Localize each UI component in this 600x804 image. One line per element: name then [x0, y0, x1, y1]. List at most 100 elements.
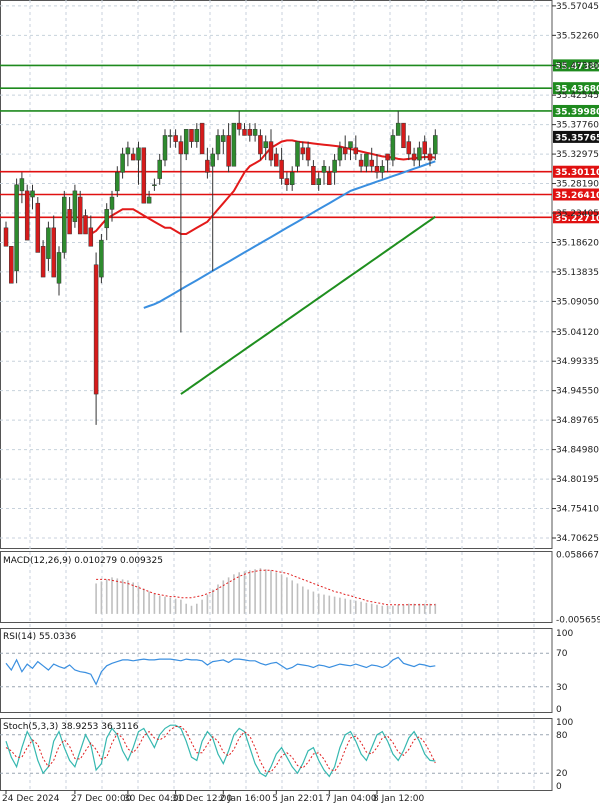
bear-candle [178, 141, 184, 155]
bull-candle [115, 172, 120, 192]
resistance-level-badge [553, 59, 599, 72]
resistance-level-label: 35.47380 [555, 62, 600, 72]
bull-candle [109, 196, 115, 210]
support-level-label: 35.22710 [555, 214, 600, 224]
price-tick-label: 34.84980 [556, 446, 599, 456]
bear-candle [88, 227, 94, 247]
bear-candle [342, 147, 348, 155]
time-tick-label: 27 Dec 00:00 [71, 794, 132, 804]
bull-candle [136, 147, 141, 161]
bull-candle [215, 135, 221, 155]
bear-candle [236, 122, 242, 130]
price-axis: 35.57045 35.52260 35.47380 35.42545 35.37760… [552, 2, 599, 544]
bear-candle [369, 159, 374, 167]
time-tick-label: 24 Dec 2024 [2, 794, 60, 804]
macd-tick-label: 0.058667 [556, 551, 599, 561]
current-price-label: 35.35765 [555, 133, 600, 143]
resistance-level-label: 35.39980 [555, 107, 600, 117]
price-tick-label: 34.80195 [556, 475, 599, 485]
level-layer [0, 64, 552, 219]
stoch-panel: 100 80 20 0 [0, 718, 573, 792]
price-tick-label: 35.23405 [556, 209, 599, 219]
price-tick-label: 34.70625 [556, 534, 599, 544]
bull-candle [152, 184, 157, 186]
rsi-tick-label: 70 [556, 649, 568, 659]
price-tick-label: 35.47380 [556, 61, 599, 71]
bull-candle [321, 165, 327, 173]
price-tick-label: 34.89765 [556, 416, 599, 426]
rsi-tick-label: 100 [556, 629, 573, 639]
stoch-k-line [5, 724, 436, 778]
bull-candle [125, 147, 131, 155]
bear-candle [40, 246, 46, 278]
bear-candle [83, 215, 88, 235]
bear-candle [9, 246, 14, 284]
bull-candle [46, 227, 51, 259]
stoch-title: Stoch(5,3,3) 38.9253 36.3116 [3, 722, 139, 732]
bear-candle [284, 178, 290, 185]
macd-panel: 0.058667 -0.005659 [95, 551, 600, 625]
bull-candle [348, 141, 353, 149]
price-tick-label: 35.04120 [556, 328, 599, 338]
macd-title: MACD(12,26,9) 0.010279 0.009325 [3, 556, 163, 566]
price-badge-layer: 35.47380 35.43680 35.39980 35.30110 35.26410… [553, 59, 600, 224]
bear-candle [199, 122, 205, 155]
moving-average-layer [90, 139, 436, 395]
bear-candle [358, 159, 364, 167]
bull-candle [433, 135, 438, 155]
bear-candle [35, 202, 41, 253]
panel-frame [0, 628, 553, 713]
bull-candle [14, 184, 19, 272]
bear-candle [385, 153, 390, 161]
bear-candle [401, 122, 406, 149]
time-tick-label: 30 Dec 04:00 [124, 794, 185, 804]
bull-candle [221, 135, 226, 142]
bull-candle [19, 178, 25, 192]
price-tick-label: 35.09050 [556, 297, 599, 307]
time-tick-label: 2 Jan 16:00 [219, 794, 271, 804]
price-tick-label: 35.52260 [556, 31, 599, 41]
bear-candle [67, 209, 72, 235]
price-tick-label: 35.57045 [556, 2, 599, 12]
bull-candle [380, 165, 385, 173]
bear-candle [411, 153, 417, 161]
macd-signal-line [96, 569, 436, 606]
current-price-badge [553, 130, 599, 143]
bear-candle [130, 153, 136, 161]
time-tick-label: 8 Jan 12:00 [373, 794, 425, 804]
support-level-badge [553, 188, 599, 201]
bear-candle [242, 129, 247, 136]
resistance-level-label: 35.43680 [555, 85, 600, 95]
bull-candle [99, 239, 104, 278]
bull-candle [390, 135, 396, 161]
bear-candle [374, 165, 380, 173]
rsi-panel: 100 70 30 0 [0, 629, 573, 715]
time-tick-label: 7 Jan 04:00 [325, 794, 377, 804]
time-tick-label: 5 Jan 22:01 [272, 794, 323, 804]
bull-candle [295, 141, 300, 167]
bear-candle [406, 141, 412, 155]
bear-candle [141, 147, 147, 204]
bear-candle [327, 172, 332, 185]
rsi-tick-label: 0 [556, 705, 562, 715]
bear-candle [205, 159, 210, 173]
bull-candle [168, 135, 173, 137]
resistance-level-badge [553, 82, 599, 95]
bull-candle [194, 129, 200, 142]
macd-tick-label: -0.005659 [556, 615, 600, 625]
stoch-tick-label: 0 [556, 782, 562, 792]
bull-candle [162, 135, 168, 161]
bear-candle [353, 147, 359, 155]
bull-candle [120, 153, 125, 173]
bull-candle [417, 147, 422, 161]
bear-candle [173, 135, 178, 142]
bull-candle [62, 196, 67, 253]
bull-candle [364, 153, 369, 167]
bear-candle [300, 147, 306, 155]
bull-candle [332, 159, 337, 173]
bull-candle [183, 129, 189, 155]
bull-candle [210, 153, 215, 167]
bear-candle [51, 227, 56, 278]
